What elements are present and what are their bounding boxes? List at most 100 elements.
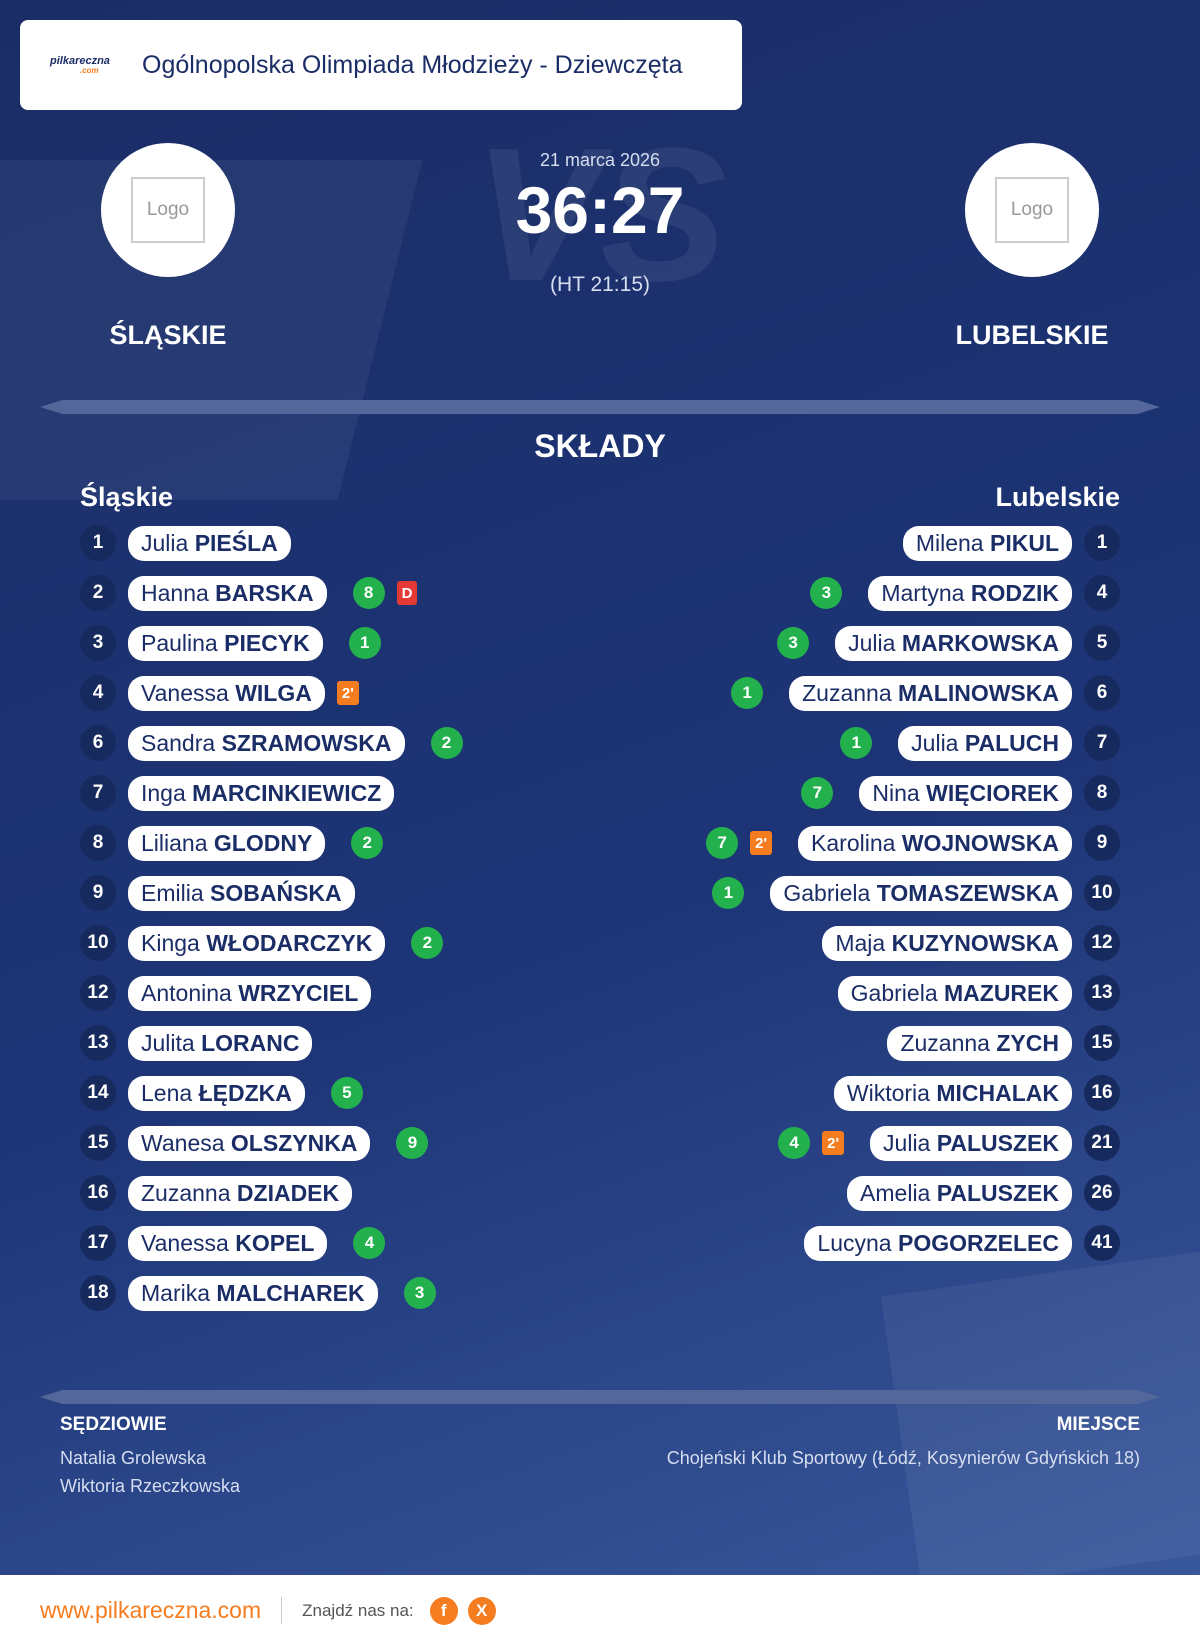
goals: 2 xyxy=(351,827,384,859)
last-name: POGORZELEC xyxy=(897,1229,1059,1256)
card: 2' xyxy=(822,1131,845,1155)
last-name: SZRAMOWSKA xyxy=(221,729,392,756)
first-name: Julia xyxy=(883,1129,931,1156)
shirt-number: 1 xyxy=(80,525,116,561)
shirt-number: 6 xyxy=(1084,675,1120,711)
goals: 1 xyxy=(840,727,873,759)
player-row: 6 Zuzanna MALINOWSKA 1 xyxy=(731,668,1120,718)
first-name: Paulina xyxy=(141,629,218,656)
away-team: LUBELSKIE xyxy=(955,320,1109,350)
referee: Natalia Grolewska xyxy=(60,1448,207,1468)
player-name: Maja KUZYNOWSKA xyxy=(822,925,1072,961)
player-row: 9 Karolina WOJNOWSKA 2' 7 xyxy=(706,818,1120,868)
shirt-number: 21 xyxy=(1084,1125,1120,1161)
decoration xyxy=(880,1246,1200,1594)
last-name: GLODNY xyxy=(213,829,313,856)
player-name: Hanna BARSKA xyxy=(128,575,327,611)
first-name: Wiktoria xyxy=(846,1079,930,1106)
player-row: 4 Martyna RODZIK 3 xyxy=(810,568,1120,618)
last-name: LORANC xyxy=(201,1029,300,1056)
last-name: PIKUL xyxy=(990,529,1059,556)
first-name: Karolina xyxy=(811,829,896,856)
goals: 7 xyxy=(706,827,739,859)
shirt-number: 12 xyxy=(80,975,116,1011)
halftime: (HT 21:15) xyxy=(550,273,650,296)
player-row: 12 Antonina WRZYCIEL xyxy=(80,968,640,1018)
first-name: Marika xyxy=(141,1279,211,1306)
player-row: 14 Lena ŁĘDZKA 5 xyxy=(80,1068,640,1118)
player-name: Lucyna POGORZELEC xyxy=(804,1225,1072,1261)
player-row: 1 Julia PIEŚLA xyxy=(80,518,640,568)
vs-watermark: VS xyxy=(473,109,727,321)
player-row: 1 Milena PIKUL xyxy=(902,518,1120,568)
shirt-number: 18 xyxy=(80,1275,116,1311)
home-team: ŚLĄSKIE xyxy=(109,320,227,350)
site-link[interactable]: www.pilkareczna.com xyxy=(40,1597,283,1624)
shirt-number: 26 xyxy=(1084,1175,1120,1211)
player-row: 10 Kinga WŁODARCZYK 2 xyxy=(80,918,640,968)
facebook-icon[interactable]: f xyxy=(429,1596,458,1625)
shirt-number: 41 xyxy=(1084,1225,1120,1261)
first-name: Julia xyxy=(848,629,896,656)
player-name: Vanessa WILGA xyxy=(128,675,325,711)
player-row: 16 Zuzanna DZIADEK xyxy=(80,1168,640,1218)
home-lineup-title: Śląskie xyxy=(80,482,174,512)
officials-title: SĘDZIOWIE xyxy=(60,1414,167,1435)
x-icon[interactable]: X xyxy=(467,1596,496,1625)
player-name: Julia PALUSZEK xyxy=(870,1125,1072,1161)
logo-placeholder: Logo xyxy=(131,177,205,243)
player-name: Lena ŁĘDZKA xyxy=(128,1075,305,1111)
shirt-number: 2 xyxy=(80,575,116,611)
player-row: 21 Julia PALUSZEK 2' 4 xyxy=(778,1118,1120,1168)
player-name: Nina WIĘCIOREK xyxy=(859,775,1072,811)
last-name: DZIADEK xyxy=(236,1179,340,1206)
player-row: 3 Paulina PIECYK 1 xyxy=(80,618,640,668)
goals: 4 xyxy=(353,1227,386,1259)
player-row: 13 Julita LORANC xyxy=(80,1018,640,1068)
shirt-number: 10 xyxy=(80,925,116,961)
first-name: Milena xyxy=(915,529,984,556)
shirt-number: 14 xyxy=(80,1075,116,1111)
goals: 9 xyxy=(396,1127,429,1159)
goals: 5 xyxy=(330,1077,363,1109)
away-lineup: 1 Milena PIKUL 4 Martyna RODZIK 3 5 Julia MARK… xyxy=(560,518,1120,1268)
player-row: 4 Vanessa WILGA 2' xyxy=(80,668,640,718)
last-name: MALINOWSKA xyxy=(898,679,1059,706)
player-name: Zuzanna ZYCH xyxy=(887,1025,1072,1061)
player-name: Wanesa OLSZYNKA xyxy=(128,1125,371,1161)
shirt-number: 9 xyxy=(1084,825,1120,861)
player-name: Zuzanna MALINOWSKA xyxy=(789,675,1072,711)
goals: 1 xyxy=(731,677,764,709)
divider xyxy=(40,1390,1160,1404)
shirt-number: 15 xyxy=(80,1125,116,1161)
first-name: Zuzanna xyxy=(141,1179,231,1206)
player-name: Vanessa KOPEL xyxy=(128,1225,328,1261)
player-row: 7 Julia PALUCH 1 xyxy=(840,718,1120,768)
first-name: Wanesa xyxy=(141,1129,225,1156)
first-name: Hanna xyxy=(141,579,209,606)
first-name: Zuzanna xyxy=(802,679,892,706)
goals: 3 xyxy=(403,1277,436,1309)
last-name: PALUSZEK xyxy=(936,1179,1059,1206)
divider xyxy=(40,400,1160,414)
first-name: Nina xyxy=(872,779,920,806)
player-row: 16 Wiktoria MICHALAK xyxy=(833,1068,1120,1118)
home-lineup: 1 Julia PIEŚLA 2 Hanna BARSKA 8 D 3 Paulina PIE… xyxy=(80,518,640,1318)
player-name: Julita LORANC xyxy=(128,1025,313,1061)
shirt-number: 5 xyxy=(1084,625,1120,661)
card: 2' xyxy=(750,831,773,855)
first-name: Vanessa xyxy=(141,679,229,706)
match-date: 21 marca 2026 xyxy=(539,150,661,170)
header-title: Ogólnopolska Olimpiada Młodzieży - Dziew… xyxy=(142,50,683,79)
player-row: 17 Vanessa KOPEL 4 xyxy=(80,1218,640,1268)
goals: 1 xyxy=(348,627,381,659)
referee: Wiktoria Rzeczkowska xyxy=(60,1476,241,1496)
first-name: Vanessa xyxy=(141,1229,229,1256)
player-name: Julia PIEŚLA xyxy=(128,525,291,561)
player-name: Milena PIKUL xyxy=(902,525,1072,561)
shirt-number: 4 xyxy=(1084,575,1120,611)
header: pilkareczna .com Ogólnopolska Olimpiada M… xyxy=(20,20,742,110)
last-name: MARKOWSKA xyxy=(901,629,1059,656)
player-name: Gabriela MAZUREK xyxy=(837,975,1072,1011)
